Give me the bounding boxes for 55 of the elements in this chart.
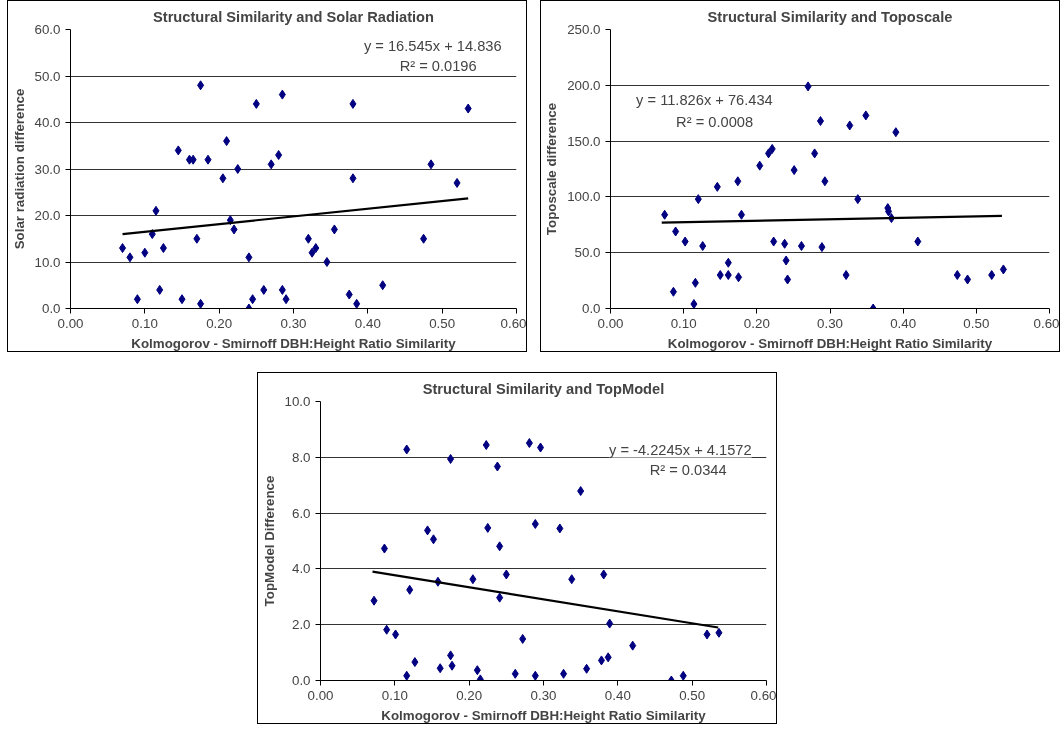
y-tick-label: 40.0 bbox=[34, 115, 61, 130]
y-tick-label: 200.0 bbox=[567, 77, 601, 93]
y-tick-label: 6.0 bbox=[291, 505, 311, 521]
y-tick-label: 4.0 bbox=[291, 561, 311, 577]
x-tick-label: 0.30 bbox=[280, 315, 307, 331]
x-tick-label: 0.50 bbox=[429, 315, 456, 331]
y-tick-label: 150.0 bbox=[567, 133, 601, 149]
annotation: R² = 0.0008 bbox=[676, 113, 754, 130]
chart-title: Structural Similarity and Toposcale bbox=[707, 8, 953, 25]
annotation: y = 16.545x + 14.836 bbox=[363, 37, 502, 54]
x-axis-title: Kolmogorov - Smirnoff DBH:Height Ratio Similarity bbox=[667, 335, 993, 351]
x-tick-label: 0.10 bbox=[670, 315, 697, 331]
annotation: y = -4.2245x + 4.1572 bbox=[609, 441, 752, 458]
annotation: R² = 0.0344 bbox=[649, 461, 727, 478]
y-tick-label: 30.0 bbox=[34, 161, 61, 177]
annotation: R² = 0.0196 bbox=[399, 57, 477, 74]
y-tick-label: 60.0 bbox=[34, 22, 61, 37]
x-tick-label: 0.30 bbox=[530, 687, 557, 703]
y-tick-label: 0.0 bbox=[41, 301, 61, 316]
y-axis-title: Solar radiation difference bbox=[11, 88, 27, 250]
x-tick-label: 0.00 bbox=[597, 315, 624, 331]
y-tick-label: 50.0 bbox=[574, 245, 601, 261]
y-tick-label: 250.0 bbox=[567, 22, 601, 37]
x-tick-label: 0.20 bbox=[456, 687, 483, 703]
y-tick-label: 50.0 bbox=[34, 68, 61, 84]
annotation: y = 11.826x + 76.434 bbox=[636, 91, 773, 108]
y-tick-label: 20.0 bbox=[34, 208, 61, 223]
y-tick-label: 0.0 bbox=[291, 673, 311, 688]
y-tick-label: 10.0 bbox=[34, 254, 61, 270]
y-tick-label: 10.0 bbox=[284, 394, 311, 409]
x-tick-label: 0.50 bbox=[679, 687, 706, 703]
x-tick-label: 0.00 bbox=[57, 315, 84, 331]
x-tick-label: 0.60 bbox=[500, 315, 527, 331]
y-axis-title: TopModel Difference bbox=[261, 475, 277, 607]
x-tick-label: 0.20 bbox=[206, 315, 233, 331]
x-tick-label: 0.10 bbox=[131, 315, 158, 331]
x-axis-title: Kolmogorov - Smirnoff DBH:Height Ratio Similarity bbox=[381, 707, 707, 723]
x-tick-label: 0.40 bbox=[604, 687, 631, 703]
y-tick-label: 8.0 bbox=[291, 449, 311, 465]
y-tick-label: 0.0 bbox=[581, 301, 601, 316]
x-tick-label: 0.40 bbox=[354, 315, 381, 331]
y-tick-label: 100.0 bbox=[567, 189, 601, 205]
y-axis-title: Toposcale difference bbox=[544, 102, 560, 236]
y-tick-label: 2.0 bbox=[291, 617, 311, 633]
x-tick-label: 0.00 bbox=[307, 687, 334, 703]
x-tick-label: 0.40 bbox=[890, 315, 917, 331]
x-tick-label: 0.10 bbox=[381, 687, 408, 703]
chart-title: Structural Similarity and Solar Radiation bbox=[153, 8, 435, 25]
x-tick-label: 0.20 bbox=[743, 315, 770, 331]
x-tick-label: 0.50 bbox=[963, 315, 990, 331]
x-axis-title: Kolmogorov - Smirnoff DBH:Height Ratio Similarity bbox=[131, 335, 457, 351]
x-tick-label: 0.30 bbox=[817, 315, 843, 331]
x-tick-label: 0.60 bbox=[750, 687, 777, 703]
chart-title: Structural Similarity and TopModel bbox=[422, 380, 665, 397]
x-tick-label: 0.60 bbox=[1033, 315, 1060, 331]
